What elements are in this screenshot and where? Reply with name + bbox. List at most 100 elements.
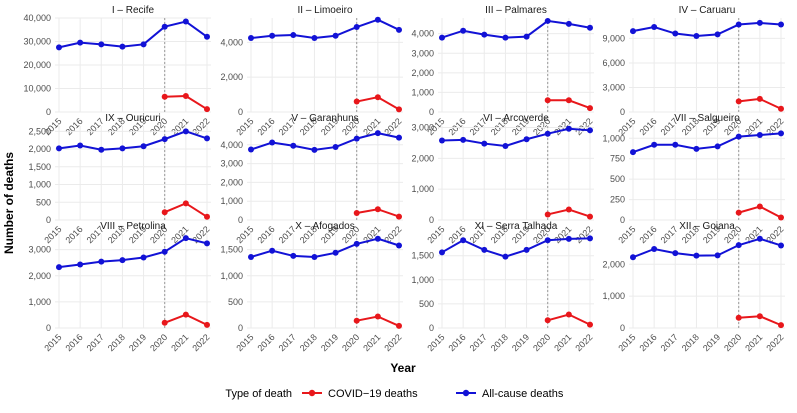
point-allcause [735, 242, 742, 249]
point-covid [353, 210, 360, 217]
point-covid [544, 97, 551, 104]
x-tick-label: 2015 [234, 332, 255, 353]
point-covid [735, 209, 742, 216]
point-covid [374, 313, 381, 320]
x-tick-label: 2017 [85, 332, 106, 353]
panel-title: IV – Caruaru [679, 5, 736, 16]
panel-title: III – Palmares [485, 5, 547, 16]
point-allcause [544, 130, 551, 137]
x-tick-label: 2020 [340, 332, 361, 353]
point-allcause [523, 136, 530, 143]
x-tick-label: 2016 [256, 332, 277, 353]
x-tick-label: 2022 [382, 332, 403, 353]
y-tick-label: 40,000 [23, 13, 51, 23]
point-allcause [269, 247, 276, 254]
point-allcause [587, 235, 593, 242]
point-allcause [630, 149, 636, 156]
point-covid [735, 314, 742, 321]
y-tick-label: 1,000 [602, 291, 625, 301]
series-line-allcause [250, 132, 400, 151]
x-tick-label: 2022 [190, 332, 211, 353]
panel-title: XII – Goiana [679, 221, 735, 232]
y-tick-label: 1,000 [602, 133, 625, 143]
point-allcause [587, 127, 593, 134]
point-covid [544, 211, 551, 218]
point-allcause [332, 249, 339, 256]
x-tick-label: 2015 [616, 224, 637, 245]
x-tick-label: 2016 [447, 332, 468, 353]
point-allcause [119, 145, 126, 152]
point-allcause [481, 246, 488, 253]
point-allcause [140, 41, 147, 48]
x-tick-label: 2019 [510, 332, 531, 353]
x-tick-label: 2016 [256, 224, 277, 245]
x-tick-label: 2017 [468, 332, 489, 353]
point-allcause [714, 252, 721, 259]
point-covid [778, 214, 784, 221]
legend-dot-covid [308, 389, 316, 397]
x-tick-label: 2015 [234, 224, 255, 245]
point-covid [756, 203, 763, 210]
y-axis-label: Number of deaths [2, 152, 16, 254]
y-tick-label: 3,000 [411, 123, 434, 133]
point-allcause [693, 145, 700, 152]
series-line-allcause [632, 132, 782, 154]
point-allcause [311, 146, 318, 153]
x-tick-label: 2019 [127, 332, 148, 353]
x-tick-label: 2017 [659, 332, 680, 353]
y-tick-label: 3,000 [28, 245, 51, 255]
y-tick-label: 0 [429, 215, 434, 225]
series-line-allcause [58, 237, 208, 269]
point-allcause [630, 254, 636, 261]
x-tick-label: 2018 [298, 332, 319, 353]
point-allcause [56, 264, 62, 271]
point-allcause [332, 144, 339, 151]
point-covid [544, 317, 551, 324]
y-tick-label: 9,000 [602, 33, 625, 43]
x-tick-label: 2016 [64, 116, 85, 137]
y-tick-label: 500 [419, 299, 434, 309]
y-tick-label: 1,000 [411, 184, 434, 194]
x-tick-label: 2020 [148, 332, 169, 353]
x-tick-label: 2019 [701, 332, 722, 353]
point-allcause [374, 130, 381, 137]
y-tick-label: 500 [228, 297, 243, 307]
series-line-allcause [250, 237, 400, 258]
point-allcause [374, 235, 381, 242]
point-covid [565, 97, 572, 104]
x-tick-label: 2019 [319, 332, 340, 353]
point-allcause [502, 143, 509, 150]
point-allcause [119, 43, 126, 50]
point-allcause [77, 39, 84, 46]
x-tick-label: 2022 [573, 116, 594, 137]
y-tick-label: 2,000 [220, 72, 243, 82]
point-allcause [396, 242, 402, 249]
y-tick-label: 20,000 [23, 60, 51, 70]
x-tick-label: 2022 [573, 332, 594, 353]
point-allcause [374, 16, 381, 23]
point-allcause [269, 32, 276, 39]
x-tick-label: 2020 [531, 332, 552, 353]
point-covid [161, 209, 168, 216]
panel-title: II – Limoeiro [297, 5, 352, 16]
point-allcause [651, 23, 658, 30]
y-tick-label: 500 [610, 174, 625, 184]
y-tick-label: 30,000 [23, 37, 51, 47]
point-allcause [77, 142, 84, 149]
x-tick-label: 2021 [552, 332, 573, 353]
point-covid [374, 94, 381, 101]
point-allcause [630, 28, 636, 35]
y-tick-label: 10,000 [23, 84, 51, 94]
point-covid [565, 206, 572, 213]
point-allcause [693, 252, 700, 259]
y-tick-label: 2,000 [28, 144, 51, 154]
x-tick-label: 2022 [764, 332, 785, 353]
y-tick-label: 1,000 [28, 180, 51, 190]
y-tick-label: 0 [429, 323, 434, 333]
point-allcause [290, 142, 297, 149]
series-line-allcause [632, 237, 782, 259]
point-allcause [778, 242, 784, 249]
point-covid [587, 213, 593, 220]
